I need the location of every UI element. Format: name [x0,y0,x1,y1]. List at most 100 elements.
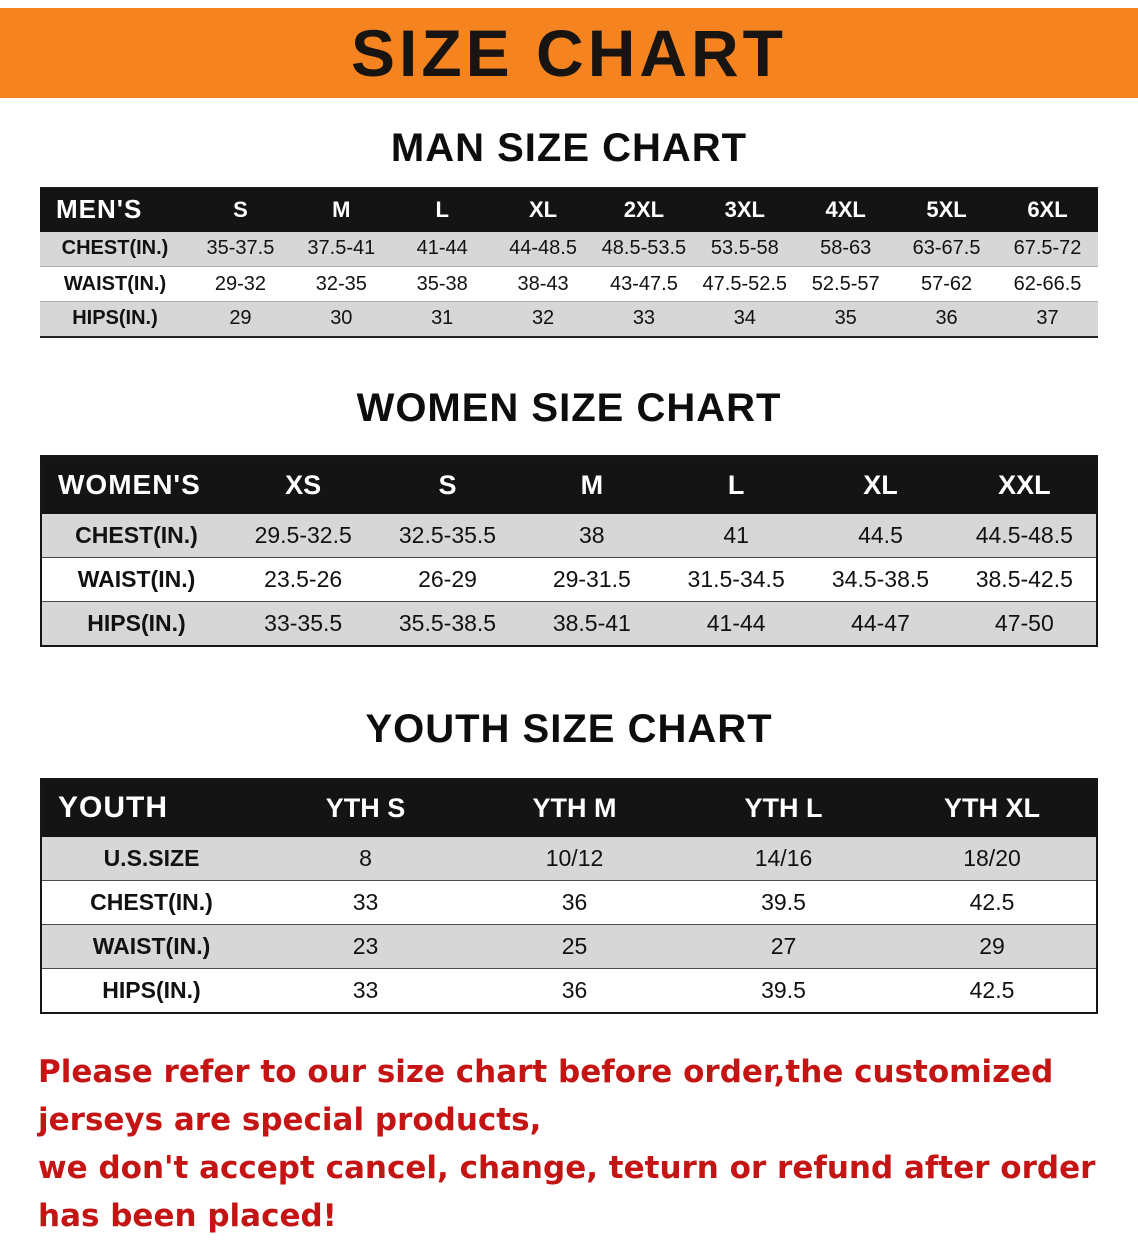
table-header-row: MEN'S S M L XL 2XL 3XL 4XL 5XL 6XL [40,187,1098,232]
table-cell: 32 [531,307,555,330]
table-cell: 39.5 [761,976,806,1003]
table-cell: 29.5-32.5 [254,521,352,548]
table-cell: 41 [723,521,749,548]
table-cell: 18/20 [963,844,1021,871]
row-label-cell: HIPS(IN.) [102,976,201,1003]
women-size-table: WOMEN'S XS S M L XL XXL CHEST(IN.) 29.5-32.5 32.5… [40,454,1098,647]
table-cell: 34.5-38.5 [831,566,930,592]
table-cell: 32-35 [315,272,367,295]
table-row: HIPS(IN.) 33 36 39.5 42.5 [41,968,1097,1013]
table-cell: 33 [632,307,656,330]
size-table: WOMEN'S XS S M L XL XXL CHEST(IN.) 29.5-32.5 32.5… [40,454,1098,647]
table-cell: 44-47 [851,609,910,636]
table-row: HIPS(IN.) 29 30 31 32 33 34 35 36 37 [40,301,1098,337]
table-cell: 42.5 [969,976,1015,1003]
size-column-header: S [190,187,291,232]
table-cell: 26-29 [418,566,477,592]
table-row: CHEST(IN.) 33 36 39.5 42.5 [41,880,1097,925]
table-cell: 8 [359,844,372,871]
table-row: CHEST(IN.) 29.5-32.5 32.5-35.5 38 41 44.5 44.5… [41,513,1097,558]
row-label-cell: U.S.SIZE [103,844,200,871]
table-cell: 33 [352,889,379,915]
table-cell: 53.5-58 [710,237,779,260]
table-cell: 38.5-41 [552,609,631,636]
disclaimer-line-2: we don't accept cancel, change, teturn o… [38,1149,1096,1234]
disclaimer-line-1: Please refer to our size chart before or… [38,1053,1054,1138]
table-cell: 23.5-26 [264,566,343,592]
size-column-header: YTH M [470,778,679,837]
men-section-heading: MAN SIZE CHART [390,126,748,170]
row-label-cell: CHEST(IN.) [90,889,213,915]
size-column-header: XS [231,455,376,514]
size-column-header: YTH L [679,778,888,837]
table-cell: 63-67.5 [912,237,981,260]
table-cell: 44-48.5 [509,237,577,260]
size-column-header: 5XL [896,187,997,232]
table-row: U.S.SIZE 8 10/12 14/16 18/20 [41,836,1097,881]
table-cell: 48.5-53.5 [601,237,687,260]
table-cell: 37.5-41 [307,237,376,260]
size-column-header: M [290,187,392,232]
table-cell: 42.5 [969,889,1015,915]
table-cell: 43-47.5 [610,272,678,295]
table-cell: 38-43 [517,272,569,295]
table-title-cell: YOUTH [41,778,261,837]
table-cell: 52.5-57 [811,272,880,295]
table-cell: 10/12 [545,844,604,871]
size-column-header: XL [808,455,953,514]
table-cell: 36 [935,307,958,330]
table-cell: 47.5-52.5 [702,272,788,295]
women-section-heading: WOMEN SIZE CHART [356,385,782,430]
size-column-header: L [391,187,493,232]
table-cell: 38.5-42.5 [975,566,1073,592]
table-cell: 29-31.5 [552,566,631,592]
table-header-row: YOUTH YTH S YTH M YTH L YTH XL [41,778,1097,837]
youth-section-heading: YOUTH SIZE CHART [365,706,773,751]
table-cell: 41-44 [706,609,766,636]
table-cell: 37 [1036,307,1059,330]
table-cell: 31 [431,307,454,330]
table-cell: 36 [561,889,588,915]
table-cell: 44.5 [858,521,903,548]
page-title: SIZE CHART [351,16,787,90]
table-cell: 35.5-38.5 [398,609,497,636]
size-column-header: YTH XL [888,778,1097,837]
table-cell: 57-62 [920,272,973,295]
table-header-row: WOMEN'S XS S M L XL XXL [41,455,1097,514]
table-cell: 29-32 [214,272,267,295]
table-cell: 27 [770,933,797,959]
size-column-header: XL [492,187,594,232]
table-cell: 30 [330,307,353,330]
table-cell: 35-38 [416,272,468,295]
table-cell: 14/16 [754,844,813,871]
table-cell: 25 [561,933,588,959]
size-table: YOUTH YTH S YTH M YTH L YTH XL U.S.SIZE 8 10/12… [40,777,1098,1014]
table-cell: 67.5-72 [1013,237,1082,260]
table-cell: 31.5-34.5 [687,566,785,592]
table-row: WAIST(IN.) 23 25 27 29 [41,924,1097,969]
table-cell: 33 [352,976,379,1003]
table-title-cell: MEN'S [40,187,190,232]
youth-size-table: YOUTH YTH S YTH M YTH L YTH XL U.S.SIZE 8 10/12… [40,777,1098,1014]
row-label-cell: WAIST(IN.) [92,933,211,959]
table-cell: 58-63 [820,237,872,260]
table-cell: 38 [579,521,605,548]
table-row: CHEST(IN.) 35-37.5 37.5-41 41-44 44-48.5 48.5… [40,231,1098,267]
table-cell: 44.5-48.5 [975,521,1073,548]
size-column-header: 6XL [997,187,1098,232]
size-column-header: XXL [952,455,1097,514]
row-label-cell: CHEST(IN.) [61,237,169,260]
table-cell: 41-44 [416,237,468,260]
size-column-header: L [663,455,809,514]
size-column-header: M [519,455,664,514]
table-cell: 34 [733,307,756,330]
size-column-header: 3XL [694,187,796,232]
table-cell: 32.5-35.5 [398,521,497,548]
table-cell: 35 [834,307,857,330]
men-size-table: MEN'S S M L XL 2XL 3XL 4XL 5XL 6XL CHEST(IN.) 35-37… [40,187,1098,338]
table-cell: 62-66.5 [1013,272,1082,295]
row-label-cell: WAIST(IN.) [63,272,167,295]
table-cell: 36 [561,976,588,1003]
table-cell: 33-35.5 [264,609,343,636]
